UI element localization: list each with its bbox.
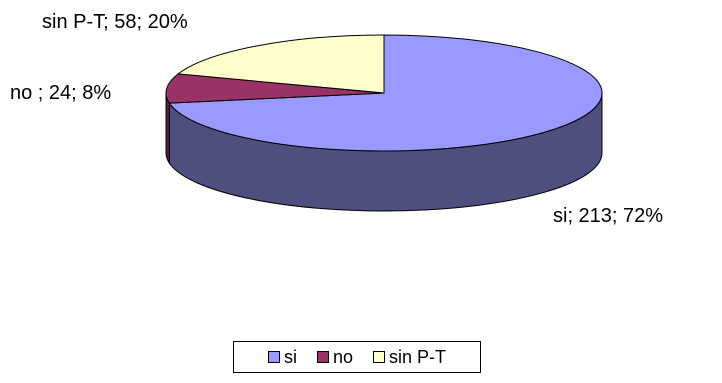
pie-slice-no bbox=[165, 73, 385, 104]
data-label-si: si; 213; 72% bbox=[553, 205, 663, 227]
pie-slice-sin-p-t bbox=[176, 34, 385, 94]
legend: si no sin P-T bbox=[233, 341, 481, 373]
legend-label-sin-p-t: sin P-T bbox=[389, 346, 447, 367]
pie-side-no bbox=[165, 92, 170, 165]
legend-label-no: no bbox=[332, 346, 353, 367]
legend-item-sin-p-t: sin P-T bbox=[373, 347, 446, 368]
legend-swatch-no bbox=[316, 351, 329, 363]
pie-slice-si bbox=[168, 34, 603, 152]
data-label-sin-p-t: sin P-T; 58; 20% bbox=[42, 11, 188, 33]
legend-label-si: si bbox=[283, 346, 297, 367]
legend-swatch-sin-p-t bbox=[373, 351, 385, 363]
legend-item-si: si bbox=[267, 346, 297, 368]
data-label-no: no ; 24; 8% bbox=[10, 82, 111, 104]
legend-item-no: no bbox=[316, 346, 353, 368]
legend-swatch-si bbox=[267, 351, 280, 363]
pie-tops bbox=[165, 34, 603, 152]
